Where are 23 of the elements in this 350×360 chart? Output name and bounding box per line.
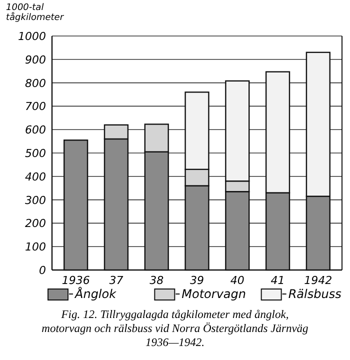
- y-tick-label: 500: [25, 147, 46, 160]
- y-tick-label: 100: [25, 240, 46, 254]
- x-tick-label: 1936: [62, 274, 90, 287]
- legend-label: Motorvagn: [182, 287, 246, 301]
- x-tick-label: 37: [109, 274, 124, 287]
- caption: Fig. 12. Tillryggalagda tågkilometer med ånglok, motorvagn och rälsbuss vid Norra Östergötlands Järnväg 1936—1942.: [42, 309, 309, 349]
- y-tick-label: 300: [25, 194, 46, 207]
- y-tick-label: 800: [25, 76, 46, 90]
- legend-label: Ånglok: [74, 286, 118, 301]
- y-tick-label: 400: [25, 170, 46, 184]
- y-tick-label: 0: [39, 264, 46, 277]
- y-tick-label: 200: [25, 217, 46, 230]
- x-tick-label: 39: [190, 274, 204, 287]
- y-axis-title: 1000-tal tågkilometer: [6, 3, 65, 23]
- y-tick-label: 1000: [18, 30, 46, 43]
- y-tick-label: 900: [25, 53, 46, 66]
- x-tick-label: 38: [150, 274, 164, 287]
- legend-label: Rälsbuss: [288, 287, 342, 301]
- x-tick-label: 40: [230, 274, 244, 287]
- x-tick-label: 41: [270, 274, 285, 287]
- x-tick-label: 1942: [304, 274, 332, 287]
- y-tick-label: 600: [25, 124, 46, 137]
- y-tick-label: 700: [25, 100, 46, 114]
